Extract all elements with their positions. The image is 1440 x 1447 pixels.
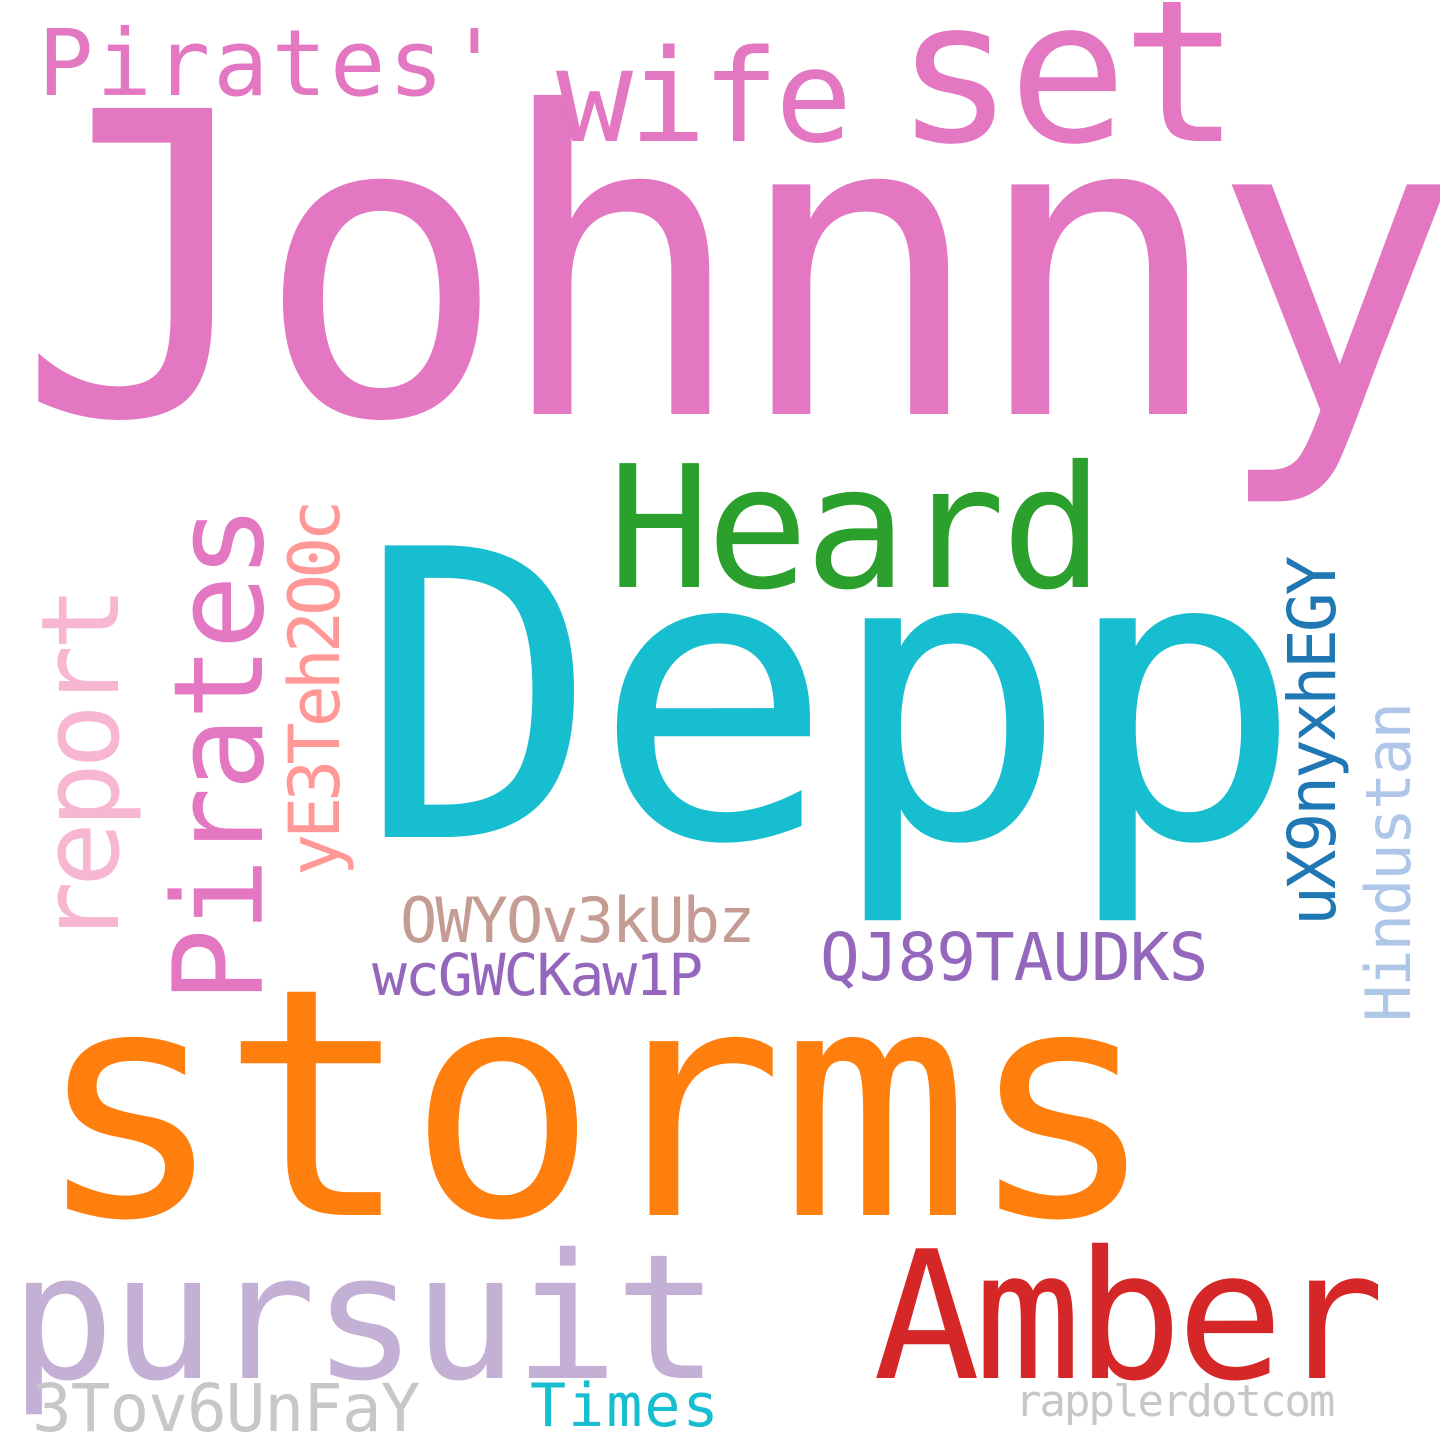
- word-amber: Amber: [873, 1213, 1385, 1420]
- word-set: set: [895, 0, 1241, 188]
- word-rapplerdotcom: rapplerdotcom: [1015, 1376, 1335, 1427]
- word-report: report: [19, 591, 144, 946]
- word-owyov3kubz: OWYOv3kUbz: [400, 884, 755, 957]
- word-wcgwckaw1p: wcGWCKaw1P: [372, 941, 703, 1009]
- word-ye3teh2o0c: yE3Teh2O0c: [274, 504, 356, 876]
- word-depp: Depp: [358, 467, 1303, 932]
- word-hindustan: Hindustan: [1352, 704, 1425, 1022]
- word-johnny: Johnny: [16, 25, 1440, 514]
- word-3tov6unfay: 3Tov6UnFaY: [32, 1370, 420, 1447]
- word-qj89taudks: QJ89TAUDKS: [820, 919, 1208, 996]
- word-pirates-vertical: Pirates: [148, 508, 292, 1003]
- word-times: Times: [530, 1371, 721, 1441]
- word-wife: wife: [556, 23, 852, 172]
- word-pirates-possessive: Pirates': [38, 10, 506, 117]
- word-ux9nyxhegy: uX9nyxhEGY: [1274, 558, 1351, 926]
- word-storms: storms: [34, 920, 1158, 1290]
- word-heard: Heard: [608, 430, 1104, 628]
- word-pursuit: pursuit: [10, 1217, 719, 1420]
